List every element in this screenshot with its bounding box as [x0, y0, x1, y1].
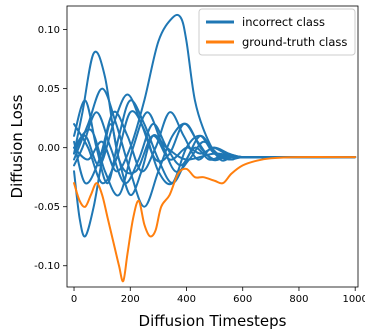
plot-area-frame — [66, 5, 359, 288]
series-ground-truth-class — [73, 156, 357, 283]
y-tick-label: -0.05 — [34, 202, 60, 213]
series-line-1-0 — [73, 156, 357, 283]
series-incorrect-class — [73, 13, 357, 238]
x-tick-label: 600 — [233, 294, 252, 305]
axis-ticks: 0 200 400 600 800 1000 -0.10 -0.05 0.00 0.05 0.10 — [34, 25, 365, 305]
legend-frame — [198, 8, 356, 56]
x-tick-label: 400 — [177, 294, 196, 305]
y-tick-label: 0.05 — [38, 84, 60, 95]
legend: incorrect class ground-truth class — [198, 8, 356, 56]
legend-label: incorrect class — [242, 15, 325, 29]
series-line-0-6 — [73, 111, 357, 197]
x-axis-title: Diffusion Timesteps — [139, 312, 287, 330]
y-tick-label: 0.10 — [38, 25, 60, 36]
y-tick-label: 0.00 — [38, 143, 60, 154]
x-tick-label: 200 — [121, 294, 140, 305]
y-axis-title: Diffusion Loss — [8, 94, 26, 198]
series-layer — [73, 13, 357, 283]
y-tick-label: -0.10 — [34, 261, 60, 272]
series-line-0-9 — [73, 93, 357, 167]
x-tick-label: 0 — [71, 294, 77, 305]
x-tick-label: 1000 — [342, 294, 365, 305]
legend-label: ground-truth class — [242, 35, 347, 49]
x-tick-label: 800 — [289, 294, 308, 305]
